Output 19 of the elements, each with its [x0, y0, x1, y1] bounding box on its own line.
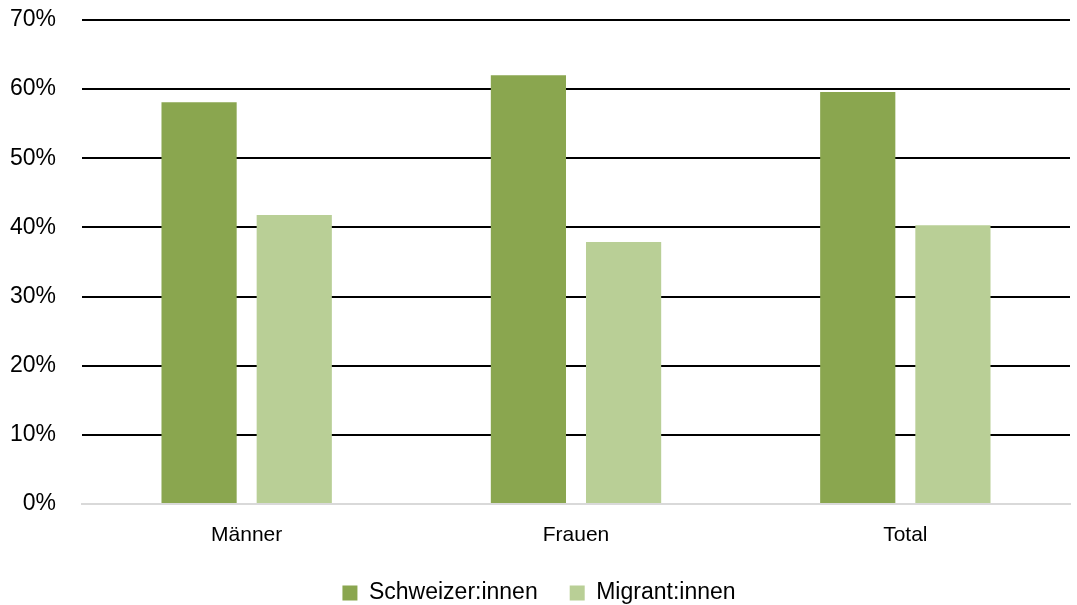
- x-tick-label: Männer: [211, 522, 283, 546]
- y-tick-label: 0%: [22, 489, 56, 516]
- bar: [256, 214, 332, 503]
- bar: [585, 241, 662, 503]
- bar: [490, 75, 567, 503]
- x-tick-label: Total: [883, 522, 928, 546]
- y-tick-label: 30%: [9, 281, 56, 308]
- y-tick-label: 20%: [9, 351, 56, 378]
- y-tick-label: 70%: [9, 5, 56, 32]
- x-tick-label: Frauen: [542, 522, 610, 546]
- bar: [915, 225, 991, 503]
- y-tick-label: 60%: [9, 74, 56, 101]
- bar: [161, 102, 237, 503]
- legend-label: Schweizer:innen: [368, 578, 538, 605]
- y-tick-label: 40%: [9, 212, 56, 239]
- legend-label: Migrant:innen: [596, 578, 736, 605]
- y-tick-label: 50%: [9, 143, 56, 170]
- bar: [820, 91, 896, 503]
- y-tick-label: 10%: [9, 420, 56, 447]
